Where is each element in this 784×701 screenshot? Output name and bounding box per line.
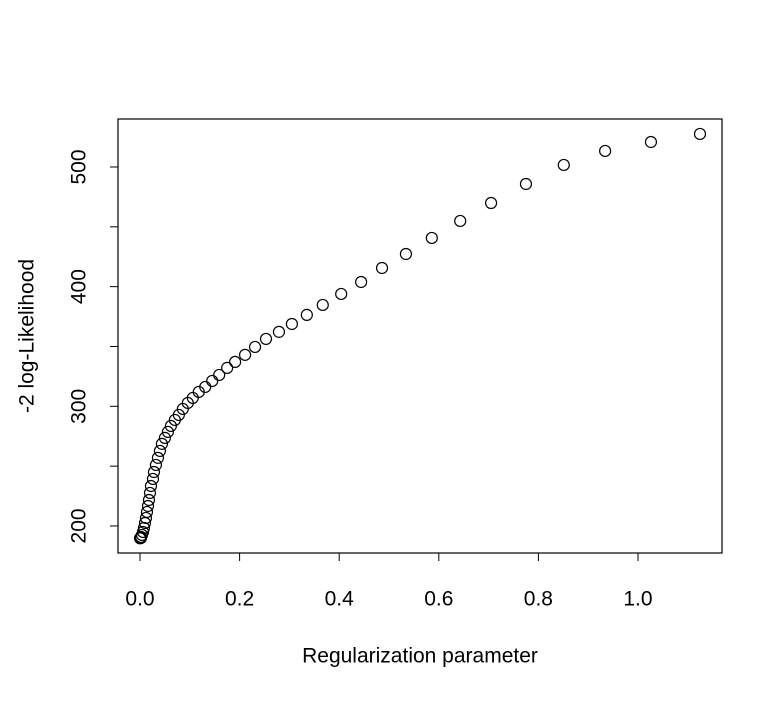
x-tick-label: 0.0 — [125, 588, 154, 611]
point — [155, 437, 169, 450]
point — [335, 287, 348, 301]
point — [285, 317, 298, 331]
point — [454, 214, 467, 228]
point — [158, 431, 172, 444]
point — [238, 348, 252, 361]
point — [248, 340, 262, 354]
point — [142, 493, 156, 507]
point — [153, 444, 167, 458]
y-tick-label: 300 — [68, 389, 91, 424]
point — [229, 355, 242, 369]
point — [143, 486, 157, 500]
point — [599, 144, 612, 158]
point — [144, 479, 158, 493]
point — [644, 135, 658, 149]
point — [693, 127, 707, 141]
point — [300, 308, 313, 321]
point — [272, 325, 286, 338]
point — [138, 516, 152, 530]
point — [316, 298, 329, 312]
point — [206, 374, 219, 388]
point — [484, 196, 498, 210]
point — [399, 247, 413, 261]
plot-frame — [117, 118, 723, 554]
point — [355, 275, 368, 289]
y-tick-label: 500 — [68, 149, 91, 184]
point — [161, 425, 174, 439]
point — [557, 158, 570, 172]
point — [259, 332, 273, 346]
point — [375, 261, 389, 275]
point — [176, 402, 189, 416]
x-tick-label: 0.6 — [424, 588, 453, 611]
point — [151, 451, 165, 464]
point — [221, 361, 234, 374]
y-tick-label: 400 — [68, 269, 91, 304]
point — [147, 465, 161, 479]
x-tick-label: 0.8 — [524, 588, 553, 611]
point — [168, 413, 181, 427]
point — [164, 419, 177, 433]
y-axis-title: -2 log-Likelihood — [16, 259, 39, 413]
point — [149, 458, 163, 472]
x-tick-label: 0.4 — [325, 588, 355, 611]
point — [519, 177, 533, 191]
point — [141, 499, 155, 513]
y-tick-label: 200 — [68, 508, 91, 543]
point — [213, 368, 226, 382]
point — [146, 472, 160, 486]
point — [133, 532, 147, 545]
x-tick-label: 0.2 — [225, 588, 254, 611]
x-axis-title: Regularization parameter — [302, 645, 538, 668]
x-tick-label: 1.0 — [623, 588, 652, 611]
point — [425, 231, 438, 245]
